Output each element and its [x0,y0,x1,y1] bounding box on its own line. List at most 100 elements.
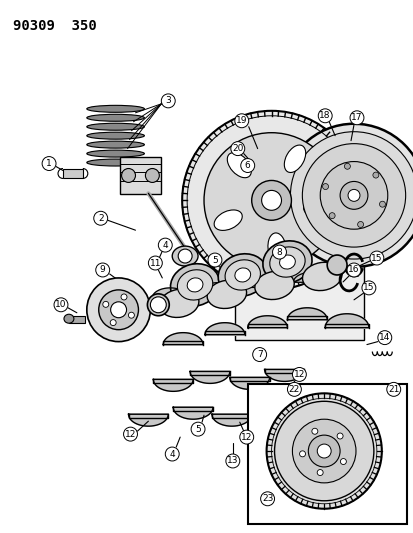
Text: 15: 15 [362,284,374,293]
Circle shape [178,249,192,263]
Ellipse shape [87,123,144,130]
Ellipse shape [302,262,341,290]
Ellipse shape [172,246,197,266]
Ellipse shape [218,254,267,296]
Ellipse shape [87,141,144,148]
Ellipse shape [234,268,250,282]
Text: 7: 7 [256,350,262,359]
Polygon shape [247,316,287,328]
Ellipse shape [87,106,144,112]
Circle shape [357,222,363,228]
Circle shape [240,158,254,173]
Circle shape [322,183,328,190]
Ellipse shape [214,210,242,230]
Text: 18: 18 [319,111,330,120]
Circle shape [318,109,331,123]
Text: 2: 2 [97,214,103,223]
Circle shape [346,263,360,277]
Circle shape [339,181,367,209]
Ellipse shape [303,200,332,219]
Circle shape [386,382,400,397]
Circle shape [161,94,175,108]
Circle shape [54,298,68,312]
Ellipse shape [159,289,198,318]
Circle shape [292,419,355,483]
Ellipse shape [225,260,260,290]
Text: 4: 4 [169,449,175,458]
Ellipse shape [262,241,311,283]
Text: 5: 5 [211,255,217,264]
Text: 1: 1 [46,159,52,168]
Circle shape [102,301,109,308]
Circle shape [121,294,127,300]
Polygon shape [264,369,304,382]
Circle shape [344,163,349,169]
Text: 15: 15 [370,254,382,263]
Circle shape [145,168,159,182]
Circle shape [150,297,166,313]
Ellipse shape [87,159,144,166]
Circle shape [110,302,126,318]
Circle shape [182,111,360,290]
Circle shape [207,253,221,267]
Circle shape [372,172,378,178]
Ellipse shape [279,255,294,269]
Polygon shape [211,414,251,426]
Text: 4: 4 [162,240,168,249]
Ellipse shape [87,132,144,139]
Bar [119,157,161,195]
Text: 13: 13 [226,456,238,465]
Circle shape [98,290,138,330]
Ellipse shape [267,233,285,263]
Polygon shape [163,333,202,345]
Circle shape [123,427,137,441]
Circle shape [347,189,359,201]
Text: 17: 17 [350,114,362,122]
Bar [69,316,85,322]
Polygon shape [190,372,229,383]
Circle shape [274,401,373,501]
Bar [234,240,363,340]
Text: 11: 11 [149,259,161,268]
Circle shape [328,213,334,219]
Circle shape [165,447,179,461]
Circle shape [361,281,375,295]
Circle shape [225,454,239,468]
Ellipse shape [177,270,212,300]
Text: 21: 21 [387,385,399,394]
Circle shape [290,132,413,259]
Ellipse shape [227,152,251,177]
Circle shape [308,435,339,467]
Circle shape [316,444,330,458]
Circle shape [287,382,301,397]
Circle shape [266,393,381,508]
Polygon shape [325,314,368,328]
Polygon shape [293,272,328,282]
Circle shape [239,430,253,444]
Polygon shape [287,308,326,320]
Text: 19: 19 [235,116,247,125]
Ellipse shape [87,114,144,122]
Ellipse shape [254,271,294,300]
Circle shape [87,278,150,342]
Text: 12: 12 [240,433,252,442]
Circle shape [272,245,286,259]
Circle shape [158,238,172,252]
Text: 14: 14 [378,333,389,342]
Circle shape [311,429,317,434]
Circle shape [191,422,204,436]
Polygon shape [246,278,282,287]
Ellipse shape [187,278,202,292]
Text: 20: 20 [232,144,243,153]
Ellipse shape [87,150,144,157]
Ellipse shape [64,314,74,323]
Circle shape [42,157,56,171]
Circle shape [369,251,383,265]
Ellipse shape [269,247,304,277]
Bar [247,384,406,523]
Circle shape [121,168,135,182]
Ellipse shape [206,280,246,309]
Polygon shape [152,288,188,298]
Polygon shape [128,414,168,426]
Text: 12: 12 [293,370,304,379]
